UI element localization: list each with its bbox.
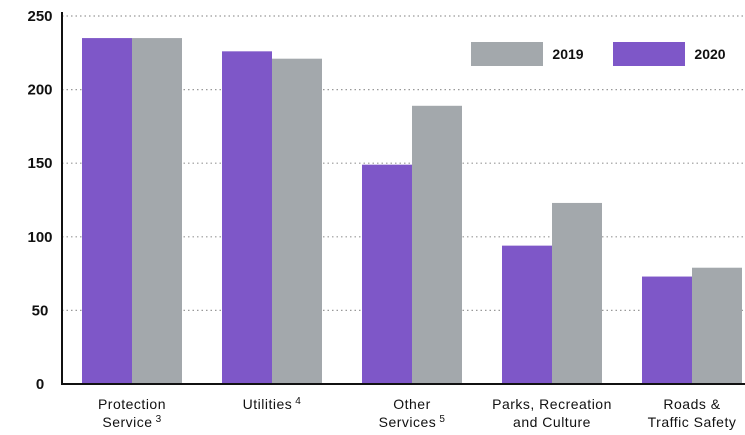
bar xyxy=(552,202,602,384)
legend-swatch xyxy=(471,42,543,66)
footnote-marker: 4 xyxy=(295,396,301,407)
y-tick-label: 100 xyxy=(27,229,52,246)
legend-label: 2019 xyxy=(552,46,583,62)
bar xyxy=(272,58,322,385)
x-tick-line: Service xyxy=(102,414,152,430)
y-tick-label: 50 xyxy=(32,302,49,319)
x-tick-label: Parks, Recreation and Culture xyxy=(492,396,612,430)
y-tick-label: 0 xyxy=(36,376,44,393)
x-tick-line: Other xyxy=(393,396,431,412)
bar xyxy=(132,38,182,384)
y-tick-label: 150 xyxy=(27,155,52,172)
x-tick-label: Protection Service 3 xyxy=(98,396,166,430)
legend-label: 2020 xyxy=(694,46,725,62)
x-tick-line: Roads & xyxy=(663,396,720,412)
footnote-marker: 3 xyxy=(156,414,162,425)
footnote-marker: 5 xyxy=(439,414,445,425)
x-tick-line: Parks, Recreation xyxy=(492,396,612,412)
x-tick-line: Utilities xyxy=(243,396,293,412)
bar xyxy=(82,38,132,384)
bar xyxy=(362,164,412,384)
x-tick-line: and Culture xyxy=(513,414,591,430)
bar xyxy=(642,276,692,384)
x-tick-label: Other Services 5 xyxy=(379,396,446,430)
bar xyxy=(222,51,272,384)
x-tick-line: Services xyxy=(379,414,437,430)
bar xyxy=(502,245,552,384)
x-tick-label: Utilities 4 xyxy=(243,396,302,412)
y-tick-label: 200 xyxy=(27,82,52,99)
legend-swatch xyxy=(613,42,685,66)
x-tick-line: Traffic Safety xyxy=(648,414,737,430)
x-tick-line: Protection xyxy=(98,396,166,412)
bar xyxy=(412,105,462,385)
x-tick-label: Roads & Traffic Safety xyxy=(648,396,737,430)
y-tick-label: 250 xyxy=(27,8,52,25)
bar xyxy=(692,267,742,384)
